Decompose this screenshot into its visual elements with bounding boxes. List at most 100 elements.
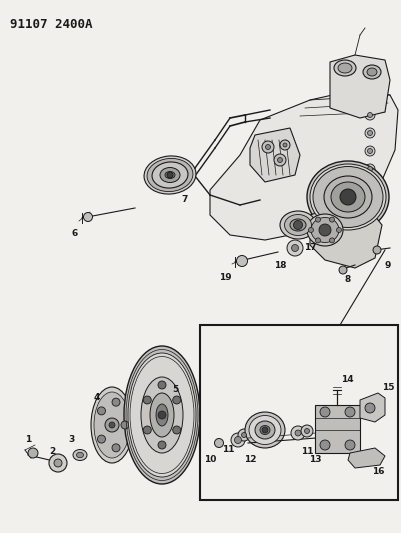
Text: 14: 14: [340, 376, 352, 384]
Text: 18: 18: [273, 261, 286, 270]
Ellipse shape: [289, 219, 305, 231]
Ellipse shape: [265, 144, 270, 149]
Ellipse shape: [310, 217, 338, 243]
Ellipse shape: [364, 182, 374, 192]
Polygon shape: [309, 205, 381, 268]
Ellipse shape: [315, 217, 320, 222]
Ellipse shape: [286, 240, 302, 256]
Ellipse shape: [143, 426, 151, 434]
Text: 2: 2: [49, 448, 55, 456]
Text: 16: 16: [371, 467, 383, 477]
Ellipse shape: [156, 404, 168, 426]
Text: 10: 10: [203, 456, 216, 464]
Text: 5: 5: [172, 385, 178, 394]
Text: 11: 11: [221, 446, 234, 455]
Ellipse shape: [367, 184, 372, 190]
Text: 15: 15: [381, 384, 393, 392]
Ellipse shape: [279, 140, 289, 150]
Ellipse shape: [309, 164, 385, 230]
Ellipse shape: [244, 412, 284, 448]
Ellipse shape: [279, 211, 315, 239]
Ellipse shape: [214, 439, 223, 448]
Ellipse shape: [261, 141, 273, 153]
Ellipse shape: [344, 407, 354, 417]
Ellipse shape: [261, 427, 267, 433]
Ellipse shape: [160, 167, 180, 182]
Ellipse shape: [338, 266, 346, 274]
Text: 91107 2400A: 91107 2400A: [10, 18, 92, 31]
Ellipse shape: [294, 430, 300, 436]
Ellipse shape: [112, 398, 120, 406]
Text: 19: 19: [218, 273, 231, 282]
Ellipse shape: [364, 110, 374, 120]
Ellipse shape: [319, 407, 329, 417]
Ellipse shape: [282, 143, 286, 147]
Ellipse shape: [152, 162, 188, 188]
Ellipse shape: [83, 213, 92, 222]
Ellipse shape: [141, 377, 182, 453]
Ellipse shape: [329, 217, 334, 222]
Ellipse shape: [364, 200, 374, 210]
Ellipse shape: [128, 353, 196, 477]
Ellipse shape: [277, 157, 282, 163]
Ellipse shape: [147, 158, 192, 191]
Text: 8: 8: [344, 276, 350, 285]
Ellipse shape: [284, 214, 311, 236]
Bar: [314, 405, 359, 453]
Ellipse shape: [364, 146, 374, 156]
Ellipse shape: [300, 425, 312, 437]
Ellipse shape: [364, 128, 374, 138]
Ellipse shape: [312, 166, 382, 228]
Ellipse shape: [73, 449, 87, 461]
Ellipse shape: [304, 429, 309, 433]
Text: 9: 9: [384, 261, 390, 270]
Ellipse shape: [337, 63, 351, 73]
Polygon shape: [209, 90, 397, 240]
Text: 12: 12: [243, 456, 255, 464]
Text: 4: 4: [93, 393, 100, 402]
Ellipse shape: [344, 440, 354, 450]
Ellipse shape: [372, 246, 380, 254]
Ellipse shape: [241, 432, 246, 438]
Ellipse shape: [364, 403, 374, 413]
Ellipse shape: [323, 176, 371, 218]
Ellipse shape: [124, 346, 200, 484]
Ellipse shape: [366, 68, 376, 76]
Text: 7: 7: [181, 196, 188, 205]
Ellipse shape: [248, 416, 280, 445]
Text: 1: 1: [25, 435, 31, 445]
Ellipse shape: [254, 421, 274, 439]
Ellipse shape: [234, 437, 241, 443]
Polygon shape: [329, 55, 389, 118]
Ellipse shape: [172, 426, 180, 434]
Ellipse shape: [166, 172, 172, 178]
Ellipse shape: [237, 429, 249, 441]
Ellipse shape: [291, 245, 298, 252]
Ellipse shape: [306, 161, 388, 233]
Ellipse shape: [290, 426, 304, 440]
Ellipse shape: [367, 149, 372, 154]
Ellipse shape: [330, 182, 364, 212]
Ellipse shape: [28, 448, 38, 458]
Ellipse shape: [54, 459, 62, 467]
Ellipse shape: [109, 422, 115, 428]
Ellipse shape: [94, 392, 130, 458]
Ellipse shape: [236, 255, 247, 266]
Ellipse shape: [158, 411, 166, 419]
Ellipse shape: [339, 189, 355, 205]
Bar: [200, 325, 397, 500]
Polygon shape: [347, 448, 384, 468]
Ellipse shape: [364, 164, 374, 174]
Ellipse shape: [158, 381, 166, 389]
Text: 17: 17: [303, 243, 316, 252]
Ellipse shape: [231, 433, 244, 447]
Ellipse shape: [308, 228, 313, 232]
Ellipse shape: [367, 203, 372, 207]
Polygon shape: [249, 128, 299, 182]
Polygon shape: [359, 393, 384, 422]
Ellipse shape: [91, 387, 133, 463]
Ellipse shape: [293, 221, 302, 230]
Ellipse shape: [306, 214, 342, 246]
Ellipse shape: [144, 156, 195, 194]
Ellipse shape: [97, 407, 105, 415]
